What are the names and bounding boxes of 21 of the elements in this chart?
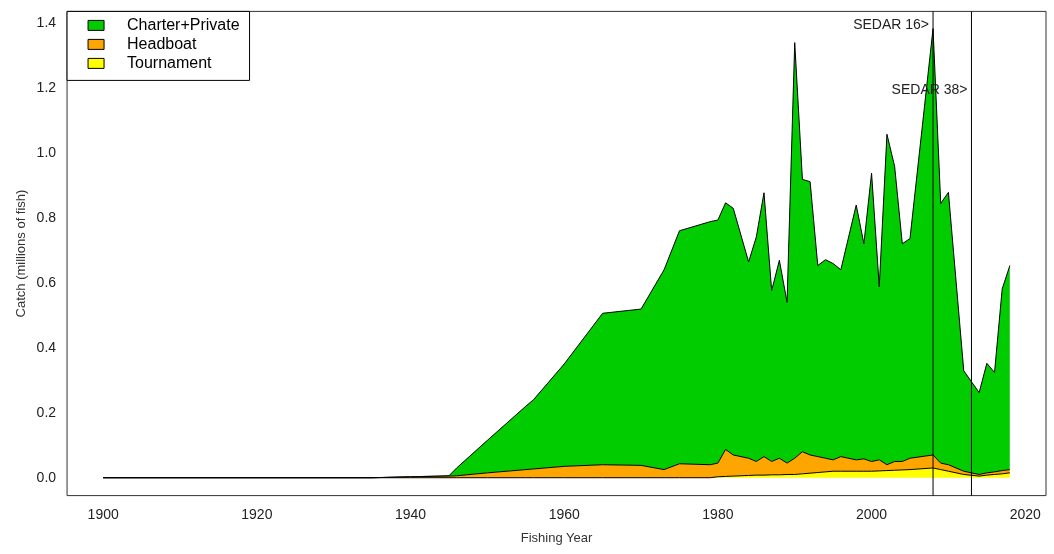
y-tick-label: 0.8	[36, 208, 57, 225]
y-tick-label: 0.2	[36, 403, 57, 420]
x-tick-label: 1900	[87, 505, 119, 522]
y-tick-label: 0.6	[36, 273, 57, 290]
y-tick-label: 0.4	[36, 338, 57, 355]
x-axis-title: Fishing Year	[520, 529, 593, 545]
x-tick-label: 2020	[1009, 505, 1042, 522]
x-tick-label: 1920	[241, 505, 273, 522]
ref-line-label: SEDAR 16>	[853, 16, 930, 33]
y-axis-title: Catch (millions of fish)	[13, 189, 29, 318]
x-tick-label: 1940	[394, 505, 427, 522]
x-tick-label: 2000	[856, 505, 888, 522]
y-tick-label: 0.0	[36, 468, 57, 485]
y-tick-label: 1.2	[36, 78, 57, 95]
y-tick-label: 1.4	[36, 13, 57, 30]
x-tick-label: 1980	[702, 505, 734, 522]
legend-label: Headboat	[127, 34, 198, 52]
x-tick-label: 1960	[548, 505, 580, 522]
legend-label: Charter+Private	[127, 15, 240, 33]
legend-label: Tournament	[127, 53, 213, 71]
y-tick-label: 1.0	[36, 143, 57, 160]
